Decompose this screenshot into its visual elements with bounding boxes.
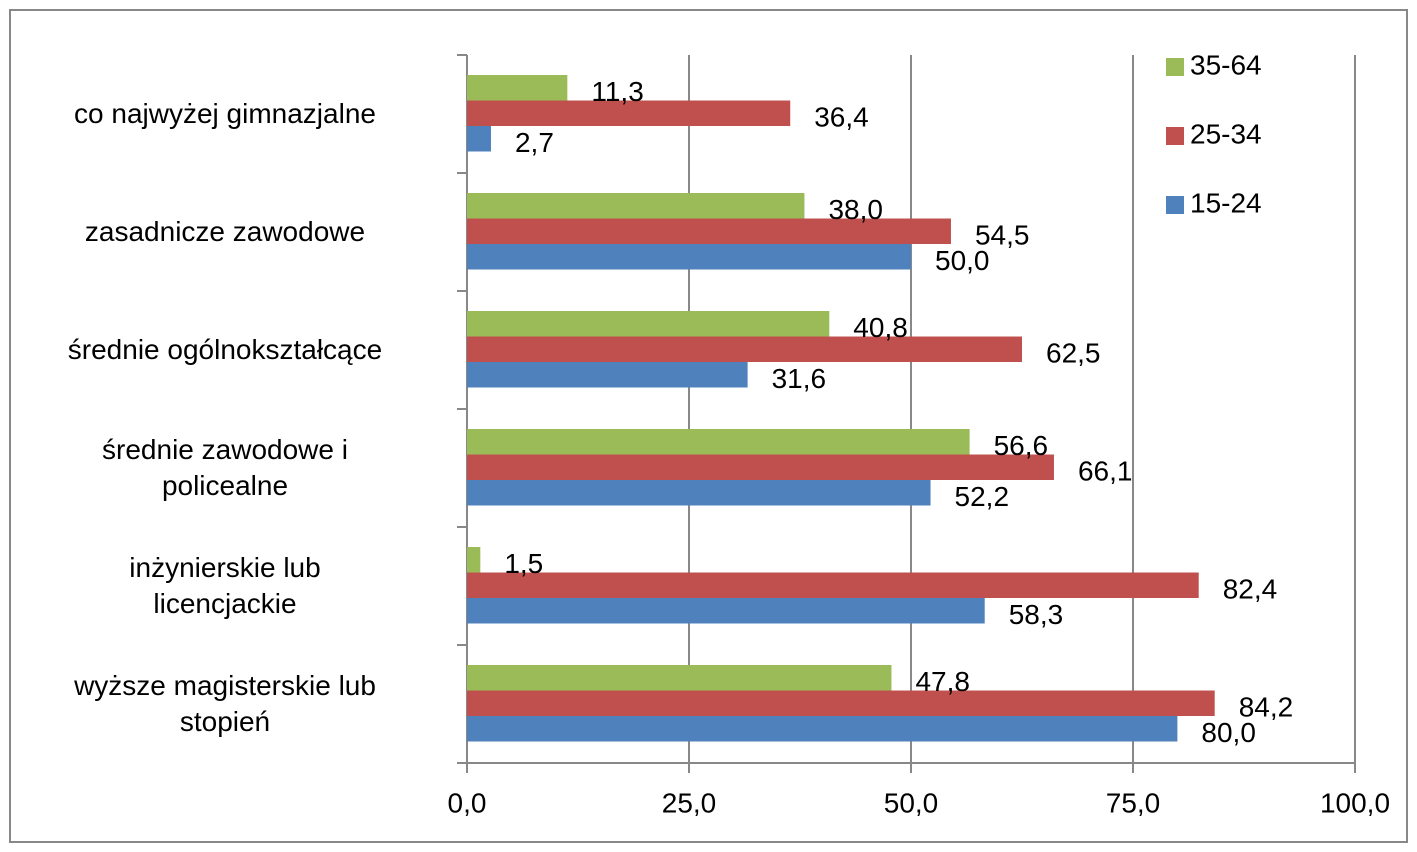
bar [467,75,568,101]
value-label: 38,0 [828,194,883,225]
legend-label: 25-34 [1190,118,1262,149]
value-label: 82,4 [1223,574,1278,605]
value-label: 84,2 [1239,692,1294,723]
value-label: 66,1 [1078,456,1133,487]
value-label: 11,3 [591,76,643,107]
value-label: 2,7 [515,127,554,158]
value-label: 31,6 [772,363,827,394]
value-label: 80,0 [1201,717,1256,748]
bar [467,454,1054,480]
bar [467,480,931,506]
x-tick-label: 75,0 [1106,787,1161,818]
bar [467,572,1199,598]
legend-swatch [1166,127,1184,145]
value-label: 50,0 [935,245,990,276]
value-label: 62,5 [1046,338,1101,369]
legend-label: 15-24 [1190,187,1262,218]
y-tick-label: wyższe magisterskie lub stopień [74,670,376,737]
bar [467,362,748,388]
x-tick-label: 50,0 [884,787,939,818]
bar [467,193,805,219]
bar [467,690,1215,716]
bar [467,126,491,152]
y-tick-label: inżynierskie lub licencjackie [129,552,321,619]
bar [467,429,970,455]
legend-swatch [1166,58,1184,76]
x-tick-label: 0,0 [448,787,487,818]
bar [467,100,791,126]
value-label: 40,8 [853,312,908,343]
x-tick-label: 25,0 [662,787,717,818]
bar [467,311,830,337]
y-tick-label: średnie zawodowe i policealne [102,434,348,501]
value-label: 47,8 [915,666,970,697]
value-label: 56,6 [994,430,1048,461]
y-tick-label: co najwyżej gimnazjalne [74,98,376,129]
bar [467,336,1022,362]
bar [467,218,951,244]
x-tick-label: 100,0 [1320,787,1390,818]
legend-swatch [1166,196,1184,214]
bar [467,665,892,691]
value-label: 54,5 [975,220,1029,251]
bar [467,716,1178,742]
y-tick-label: zasadnicze zawodowe [84,216,366,247]
bar [467,598,985,624]
value-label: 1,5 [504,548,543,579]
value-label: 58,3 [1009,599,1064,630]
value-label: 52,2 [955,481,1010,512]
value-label: 36,4 [814,102,869,133]
bar [467,547,481,573]
legend-label: 35-64 [1190,49,1262,80]
y-tick-label: średnie ogólnokształcące [67,334,383,365]
bar [467,244,911,270]
